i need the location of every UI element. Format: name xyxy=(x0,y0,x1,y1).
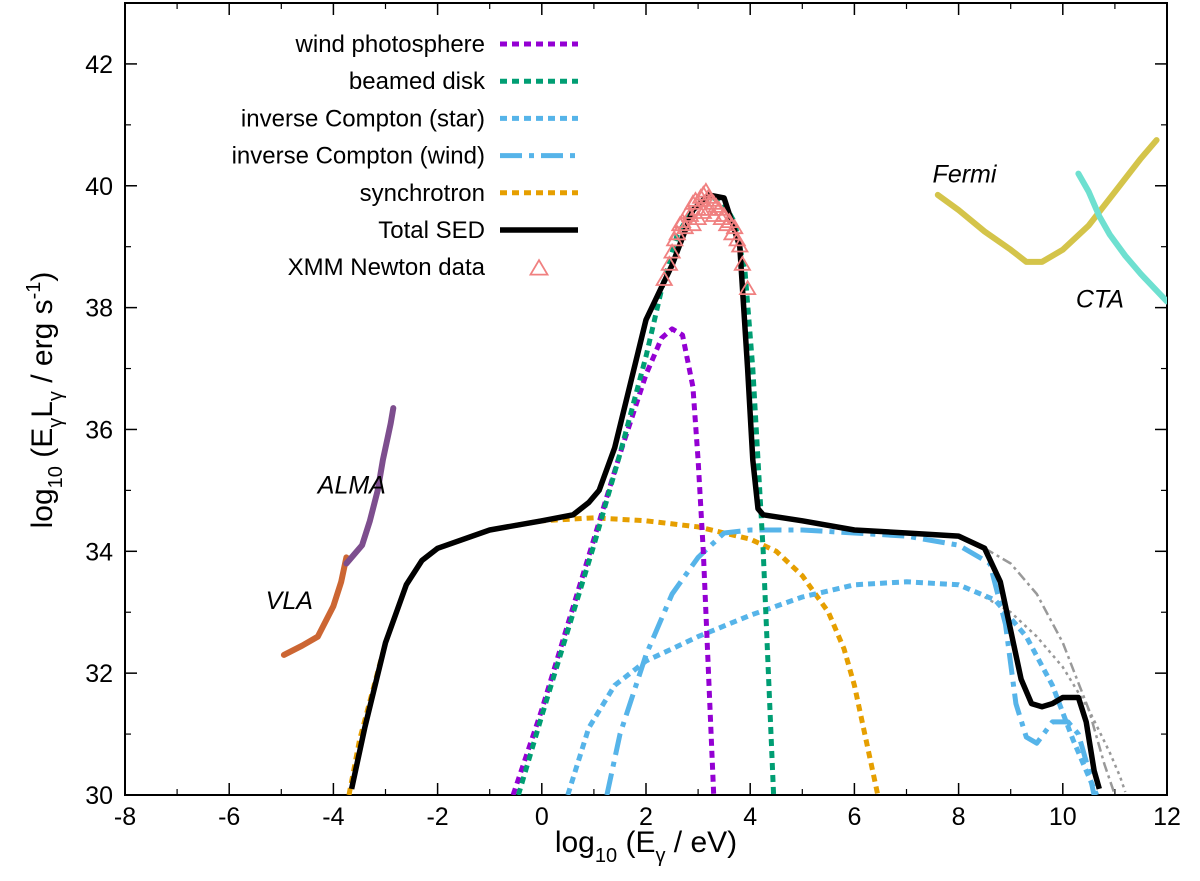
x-tick-label: -8 xyxy=(114,803,136,831)
x-tick-label: -4 xyxy=(322,803,344,831)
xmm-data-points xyxy=(655,182,757,296)
y-tick-label: 30 xyxy=(85,782,113,810)
y-tick-label: 34 xyxy=(85,538,113,566)
legend-label: inverse Compton (star) xyxy=(241,105,485,132)
xmm-data-point xyxy=(725,218,744,235)
x-tick-label: 4 xyxy=(743,803,757,831)
series-alma xyxy=(343,405,397,567)
x-tick-label: 0 xyxy=(535,803,549,831)
x-tick-label: 6 xyxy=(847,803,861,831)
x-tick-label: 8 xyxy=(952,803,966,831)
y-axis-title: log10 (EγLγ / erg s-1) xyxy=(23,272,67,529)
series-ic-star xyxy=(565,579,1099,795)
y-tick-label: 38 xyxy=(85,295,113,323)
legend-label: Total SED xyxy=(378,217,485,244)
xmm-data-point xyxy=(660,255,679,271)
series-synchrotron xyxy=(346,515,881,795)
legend: wind photosphere beamed disk inverse Compt… xyxy=(232,31,578,281)
legend-label: XMM Newton data xyxy=(288,254,486,281)
series-gray-dotted xyxy=(983,595,1127,793)
x-tick-label: 10 xyxy=(1049,803,1077,831)
xmm-data-point xyxy=(738,279,757,296)
x-tick-label: 12 xyxy=(1153,803,1181,831)
legend-label: synchrotron xyxy=(360,180,485,207)
y-tick-label: 40 xyxy=(85,173,113,201)
x-tick-label: 2 xyxy=(639,803,653,831)
x-tick-label: -2 xyxy=(426,803,448,831)
series-beamed-disk xyxy=(516,195,777,795)
xmm-data-point xyxy=(730,236,749,253)
xmm-data-point xyxy=(733,255,752,271)
xmm-data-point xyxy=(662,243,682,259)
annotation-alma: ALMA xyxy=(316,471,386,499)
y-tick-label: 42 xyxy=(85,51,113,79)
series-gray-dashdot xyxy=(983,547,1117,795)
xmm-data-point xyxy=(655,270,674,286)
xmm-data-point xyxy=(694,203,713,219)
xmm-data-point xyxy=(675,218,695,235)
axes: -8 -6 -4 -2 0 2 4 6 8 10 12 30 32 34 36 38 40 42 xyxy=(85,2,1181,831)
series-cta xyxy=(1075,170,1167,305)
instrument-annotations: ALMA VLA Fermi CTA xyxy=(266,161,1124,615)
annotation-vla: VLA xyxy=(266,587,313,615)
legend-label: wind photosphere xyxy=(295,31,485,58)
xmm-data-point xyxy=(720,212,739,229)
series-wind-photosphere xyxy=(510,326,717,795)
x-axis-title: log10 (Eγ / eV) xyxy=(555,826,737,867)
legend-label: inverse Compton (wind) xyxy=(232,143,485,170)
legend-label: beamed disk xyxy=(349,68,486,95)
series-fermi xyxy=(934,137,1160,265)
legend-xmm-marker xyxy=(528,258,550,276)
annotation-cta: CTA xyxy=(1076,286,1124,314)
series-vla xyxy=(280,554,350,658)
y-tick-label: 36 xyxy=(85,416,113,444)
x-tick-label: -6 xyxy=(218,803,240,831)
axis-titles: log10 (Eγ / eV) log10 (EγLγ / erg s-1) xyxy=(23,272,737,867)
series-total xyxy=(348,192,1102,790)
y-tick-label: 32 xyxy=(85,660,113,688)
series-layer xyxy=(280,137,1167,795)
annotation-fermi: Fermi xyxy=(933,161,998,189)
series-ic-wind xyxy=(604,527,1097,795)
